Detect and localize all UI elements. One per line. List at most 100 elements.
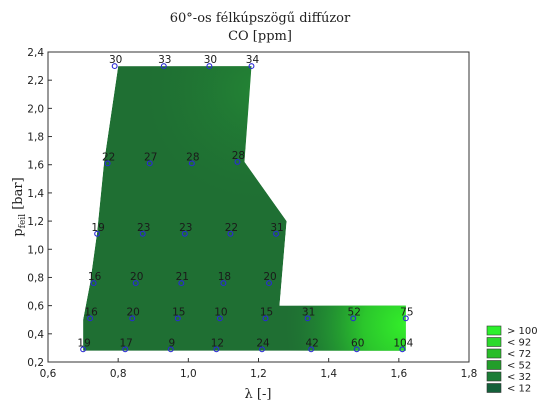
y-axis-label-main: p	[11, 228, 26, 236]
legend-label: < 52	[507, 361, 531, 372]
data-point-label: 104	[393, 337, 413, 349]
legend-label: < 72	[507, 349, 531, 360]
data-point-label: 34	[246, 54, 260, 66]
data-point-marker	[90, 280, 97, 287]
data-point-label: 12	[211, 337, 224, 349]
data-point-marker	[87, 315, 94, 322]
data-point-marker	[220, 280, 227, 287]
data-point-marker	[213, 346, 220, 353]
data-point-label: 24	[256, 337, 270, 349]
y-tick-label: 2,4	[27, 47, 44, 59]
legend-swatch	[486, 371, 502, 382]
y-tick-label: 1,6	[27, 160, 44, 172]
data-point-label: 28	[232, 150, 245, 162]
data-point-label: 52	[348, 306, 361, 318]
data-point-label: 19	[91, 222, 104, 234]
data-point-marker	[94, 230, 101, 237]
y-tick-label: 1,8	[27, 132, 44, 144]
x-tick-label: 1,6	[390, 368, 407, 380]
x-tick-label: 0,6	[40, 368, 57, 380]
data-point-label: 20	[263, 271, 276, 283]
data-point-marker	[146, 160, 153, 167]
y-tick-label: 2,2	[27, 75, 44, 87]
data-point-marker	[308, 346, 315, 353]
data-point-label: 42	[305, 337, 318, 349]
data-point-label: 31	[270, 222, 283, 234]
data-point-label: 9	[168, 337, 175, 349]
data-point-label: 15	[172, 306, 185, 318]
legend-swatch	[486, 348, 502, 359]
legend-label: > 100	[507, 326, 538, 337]
data-point-marker	[227, 230, 234, 237]
data-point-marker	[350, 315, 357, 322]
legend-label: < 32	[507, 372, 531, 383]
y-tick-label: 0,8	[27, 272, 44, 284]
data-point-marker	[139, 230, 146, 237]
data-point-label: 22	[225, 222, 238, 234]
y-axis-label: pfeil [bar]	[11, 177, 28, 236]
data-point-label: 23	[179, 222, 192, 234]
y-tick-label: 0,2	[27, 357, 44, 369]
legend-swatch	[486, 325, 502, 336]
data-point-marker	[167, 346, 174, 353]
data-point-label: 31	[302, 306, 315, 318]
y-tick-label: 0,4	[27, 329, 44, 341]
data-point-marker	[174, 315, 181, 322]
data-point-label: 10	[214, 306, 227, 318]
data-point-label: 33	[158, 54, 171, 66]
data-point-label: 28	[186, 151, 199, 163]
x-axis-label: λ [-]	[245, 387, 272, 402]
data-point-marker	[353, 346, 360, 353]
legend-swatch	[486, 383, 502, 393]
y-axis-label-sub: feil	[18, 214, 28, 229]
x-tick-label: 0,8	[110, 368, 127, 380]
data-point-label: 30	[204, 54, 217, 66]
data-point-marker	[262, 315, 269, 322]
data-point-label: 18	[218, 271, 231, 283]
x-tick-label: 1,4	[320, 368, 337, 380]
data-point-label: 20	[127, 306, 140, 318]
x-tick-label: 1,0	[180, 368, 197, 380]
data-point-marker	[259, 346, 265, 353]
data-point-marker	[248, 63, 255, 70]
data-points: 30 33 30 34 22 27 28 28 19 23 23 22 31 16 20 21 18 20 16 20…	[77, 54, 414, 353]
data-point-label: 27	[144, 151, 157, 163]
y-tick-label: 1,0	[27, 244, 44, 256]
data-point-marker	[188, 160, 195, 167]
data-point-marker	[111, 63, 118, 70]
x-axis-ticks: 0,6 0,8 1,0 1,2 1,4 1,6 1,8	[40, 358, 477, 380]
data-point-marker	[273, 230, 279, 237]
y-tick-label: 1,4	[27, 188, 44, 200]
data-point-marker	[399, 346, 406, 353]
data-point-marker	[132, 280, 139, 287]
legend-swatch	[486, 337, 502, 347]
data-point-marker	[122, 346, 129, 353]
data-point-marker	[266, 280, 272, 287]
y-axis-ticks: 0,2 0,4 0,6 0,8 1,0 1,2 1,4 1,6 1,8 2,0 2,2 2,4	[27, 47, 52, 369]
data-point-label: 16	[84, 306, 98, 318]
data-point-label: 20	[130, 271, 143, 283]
data-point-marker	[234, 158, 241, 165]
data-point-marker	[178, 280, 185, 287]
chart-subtitle: CO [ppm]	[228, 29, 292, 44]
data-point-marker	[104, 160, 111, 167]
data-point-marker	[160, 63, 167, 70]
legend: > 100< 92< 72< 52< 32< 12	[486, 325, 538, 395]
data-point-marker	[216, 315, 223, 322]
data-point-label: 15	[260, 306, 273, 318]
data-point-marker	[181, 230, 188, 237]
data-point-marker	[402, 315, 409, 322]
data-point-marker	[206, 63, 213, 70]
y-tick-label: 0,6	[27, 301, 44, 313]
data-point-label: 60	[351, 337, 364, 349]
legend-swatch	[486, 360, 502, 370]
data-point-label: 75	[400, 306, 413, 318]
data-point-label: 30	[109, 54, 122, 66]
data-point-marker	[129, 315, 136, 322]
data-point-label: 16	[88, 271, 102, 283]
y-tick-label: 1,2	[27, 216, 44, 228]
data-point-label: 23	[137, 222, 150, 234]
x-tick-label: 1,2	[250, 368, 267, 380]
data-point-label: 21	[176, 271, 189, 283]
